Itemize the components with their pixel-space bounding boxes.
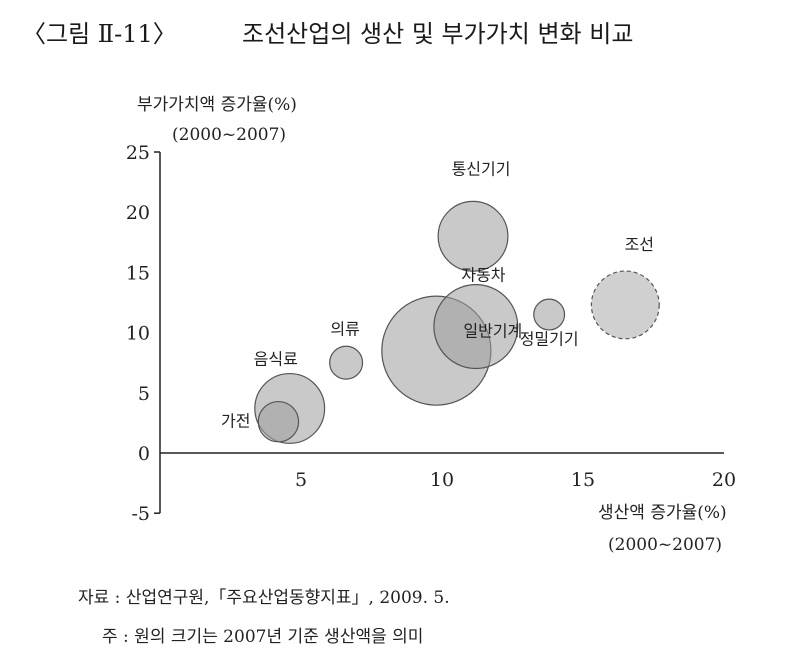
y-axis-label: 부가가치액 증가율(%) <box>137 95 297 115</box>
bubble-label-자동차: 자동차 <box>461 266 505 285</box>
bubble-label-가전: 가전 <box>221 412 250 431</box>
y-tick-label: -5 <box>131 503 150 525</box>
y-tick-label: 10 <box>126 323 150 345</box>
y-tick-label: 20 <box>126 202 150 224</box>
explanation-note: 주 : 원의 크기는 2007년 기준 생산액을 의미 <box>102 627 424 647</box>
bubble-통신기기 <box>437 200 509 272</box>
x-tick-label: 20 <box>712 469 736 491</box>
bubble-의류 <box>329 345 364 380</box>
axes-layer <box>154 151 724 514</box>
bubble-정밀기기 <box>533 298 566 331</box>
bubble-일반기계 <box>433 284 519 370</box>
bubble-layer <box>254 200 660 444</box>
bubble-label-음식료: 음식료 <box>254 349 298 368</box>
bubble-가전 <box>257 400 300 443</box>
x-tick-label: 5 <box>295 469 307 491</box>
bubble-label-통신기기: 통신기기 <box>452 159 511 178</box>
source-note: 자료 : 산업연구원,「주요산업동향지표」, 2009. 5. <box>78 588 450 608</box>
x-axis-period: (2000~2007) <box>608 535 722 555</box>
tick-labels: 25 20 15 10 5 0 -5 5 10 15 20 <box>126 142 736 525</box>
bubble-label-의류: 의류 <box>330 320 359 339</box>
y-axis-period: (2000~2007) <box>172 125 286 145</box>
x-tick-label: 10 <box>430 469 454 491</box>
bubble-label-조선: 조선 <box>625 235 654 254</box>
y-tick-label: 0 <box>138 443 150 465</box>
x-tick-label: 15 <box>571 469 595 491</box>
y-tick-label: 25 <box>126 142 150 164</box>
bubble-조선 <box>590 270 660 340</box>
x-axis-label: 생산액 증가율(%) <box>598 503 727 523</box>
bubble-label-정밀기기: 정밀기기 <box>520 330 579 349</box>
figure-number: 〈그림 Ⅱ-11〉 <box>22 20 177 48</box>
bubble-label-일반기계: 일반기계 <box>463 322 522 341</box>
y-tick-label: 15 <box>126 262 150 284</box>
figure-title: 조선산업의 생산 및 부가가치 변화 비교 <box>242 20 634 48</box>
y-tick-label: 5 <box>138 383 150 405</box>
